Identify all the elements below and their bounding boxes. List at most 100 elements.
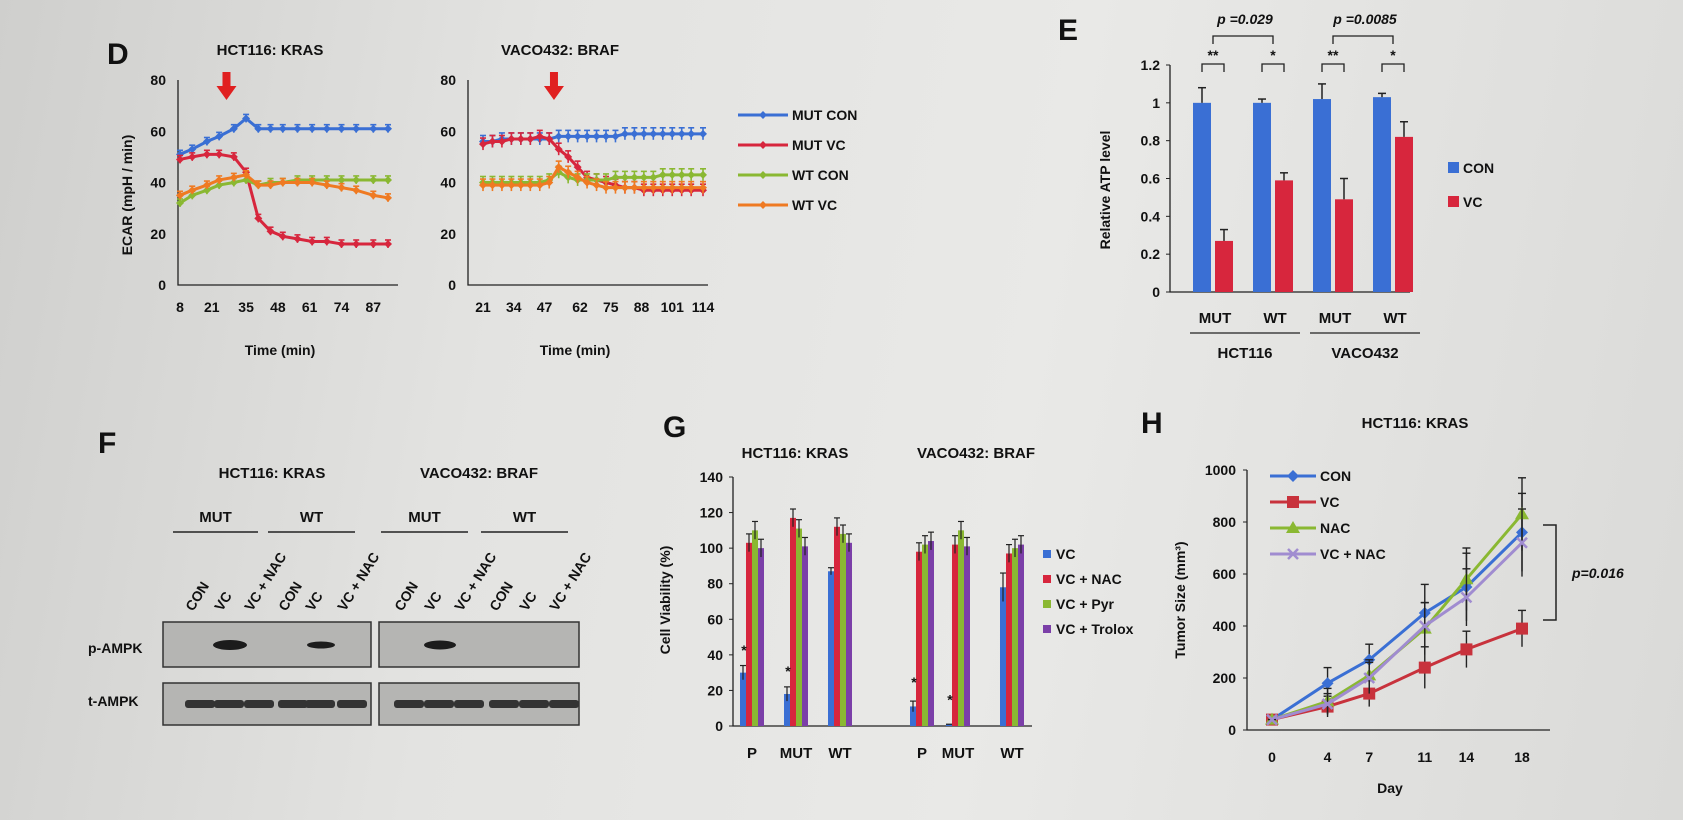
- data-point: [308, 178, 317, 187]
- data-point: [278, 232, 287, 241]
- data-point: [488, 137, 497, 146]
- data-point: [369, 124, 378, 133]
- data-point: [545, 178, 554, 187]
- legend-label: NAC: [1320, 520, 1350, 536]
- data-point: [602, 132, 611, 141]
- bar-vc-trolox: [964, 546, 970, 726]
- y-tick-label: 1000: [1205, 462, 1236, 478]
- blot-band-t-ampk: [454, 700, 484, 708]
- chart-d1-title: HCT116: KRAS: [217, 42, 324, 59]
- bar-vc: [1215, 240, 1233, 292]
- y-tick-label: 60: [440, 123, 456, 139]
- bar-con: [1193, 102, 1211, 292]
- pvalue-label: p =0.0085: [1332, 11, 1397, 27]
- data-point: [266, 227, 275, 236]
- data-point: [337, 183, 346, 192]
- data-point: [516, 134, 525, 143]
- y-tick-label: 140: [700, 469, 724, 485]
- data-point: [337, 124, 346, 133]
- x-tick-label: P: [917, 745, 927, 762]
- x-tick-label: 11: [1417, 749, 1432, 765]
- group-label: HCT116: [1217, 345, 1272, 362]
- chart-d-vaco432: VACO432: BRAF Time (min) 0 20 40 60 80 21 34 47…: [440, 42, 857, 358]
- chart-d-hct116: HCT116: KRAS ECAR (mpH / min) Time (min)…: [119, 42, 398, 358]
- data-point: [620, 183, 629, 192]
- data-point: [545, 134, 554, 143]
- data-point: [369, 175, 378, 184]
- data-point: [668, 170, 677, 179]
- data-point: [573, 163, 582, 172]
- blot-group-label: MUT: [199, 509, 232, 526]
- data-point: [564, 132, 573, 141]
- bar-vc-pyr: [922, 544, 928, 726]
- data-point: [677, 183, 686, 192]
- blot-band-t-ampk: [305, 700, 335, 708]
- legend-label: CON: [1320, 468, 1351, 484]
- y-tick-label: 0.8: [1141, 133, 1161, 149]
- data-point: [1516, 536, 1528, 549]
- bar-vc: [946, 724, 952, 726]
- legend-label: WT VC: [792, 197, 837, 213]
- data-point: [352, 124, 361, 133]
- data-point: [369, 191, 378, 200]
- data-point: [352, 175, 361, 184]
- data-point: [1287, 496, 1299, 508]
- data-point: [759, 141, 767, 149]
- data-point: [1321, 677, 1334, 690]
- chart-g-title-hct116: HCT116: KRAS: [742, 445, 849, 462]
- panel-letter-e: E: [1058, 14, 1078, 47]
- y-tick-label: 120: [700, 505, 724, 521]
- y-tick-label: 80: [440, 72, 456, 88]
- data-point: [564, 168, 573, 177]
- data-point: [535, 132, 544, 141]
- bar-con: [1313, 99, 1331, 292]
- blot-band-t-ampk: [337, 700, 367, 708]
- bar-vc-pyr: [796, 528, 802, 726]
- data-point: [176, 199, 184, 207]
- data-point: [229, 152, 238, 161]
- legend-swatch: [1043, 575, 1051, 583]
- blot-group-label: WT: [513, 509, 536, 526]
- chart-g: G HCT116: KRAS VACO432: BRAF Cell Viabil…: [657, 411, 1134, 762]
- bar-vc: [1000, 587, 1006, 726]
- x-tick-label: 8: [176, 299, 184, 315]
- chart-e: E Relative ATP level 0 0.2 0.4 0.6 0.8 1 1.2 MU…: [1058, 11, 1494, 362]
- data-point: [592, 132, 601, 141]
- blot-lane-label: CON: [275, 579, 305, 614]
- legend-label: CON: [1463, 160, 1494, 176]
- blot-title-vaco432: VACO432: BRAF: [420, 465, 538, 482]
- series-line-vc-nac: [1271, 541, 1524, 722]
- data-point: [620, 129, 629, 138]
- significance-stars: *: [1270, 47, 1276, 63]
- data-point: [699, 129, 707, 138]
- x-tick-label: 7: [1365, 749, 1373, 765]
- bar-vc-nac: [746, 542, 752, 726]
- chart-d2-title: VACO432: BRAF: [501, 42, 619, 59]
- series-line-mut-vc: [179, 152, 388, 246]
- data-point: [602, 183, 611, 192]
- chart-d1-ylabel: ECAR (mpH / min): [119, 135, 135, 256]
- data-point: [677, 170, 686, 179]
- legend-label: MUT VC: [792, 137, 846, 153]
- bar-vc-pyr: [958, 530, 964, 726]
- data-point: [384, 175, 392, 184]
- blot-row-t-ampk: t-AMPK: [88, 693, 139, 709]
- bar-vc: [828, 571, 834, 726]
- significance-star: *: [785, 663, 791, 679]
- data-point: [293, 234, 302, 243]
- sig-bracket: [1321, 63, 1345, 72]
- blot-band-t-ampk: [185, 700, 215, 708]
- data-point: [554, 132, 563, 141]
- data-point: [677, 129, 686, 138]
- data-point: [639, 129, 648, 138]
- bar-vc: [1335, 199, 1353, 292]
- treatment-arrow: [216, 72, 237, 100]
- blot-band-t-ampk: [214, 700, 244, 708]
- chart-d1-axes: [177, 80, 398, 286]
- pvalue-bracket: [1332, 35, 1394, 44]
- data-point: [668, 183, 677, 192]
- legend-swatch: [1043, 625, 1051, 633]
- legend-label: VC + NAC: [1320, 546, 1386, 562]
- data-point: [649, 129, 658, 138]
